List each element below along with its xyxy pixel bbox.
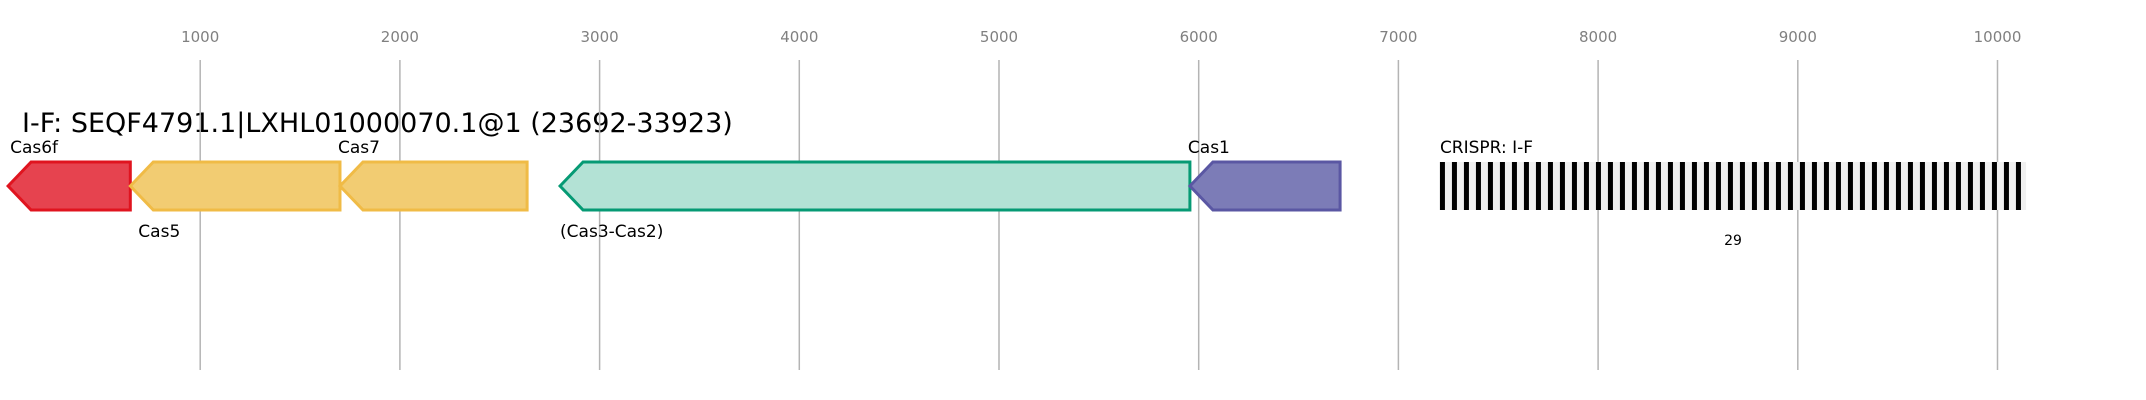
- axis-tick-label: 9000: [1779, 28, 1817, 46]
- spacer-count: 29: [1724, 233, 1742, 249]
- gene-label: Cas1: [1188, 138, 1230, 158]
- crispr-repeat: [1559, 162, 1565, 210]
- locus-title: I-F: SEQF4791.1|LXHL01000070.1@1 (23692-…: [22, 108, 733, 139]
- crispr-repeat: [1691, 162, 1697, 210]
- crispr-repeat: [1967, 162, 1973, 210]
- crispr-repeat: [2003, 162, 2009, 210]
- crispr-repeat: [1931, 162, 1937, 210]
- crispr-repeat: [1991, 162, 1997, 210]
- crispr-repeat: [1487, 162, 1493, 210]
- crispr-repeat: [1895, 162, 1901, 210]
- crispr-repeat: [1439, 162, 1445, 210]
- crispr-repeat: [1787, 162, 1793, 210]
- crispr-repeat: [1679, 162, 1685, 210]
- crispr-repeat: [1499, 162, 1505, 210]
- crispr-repeat: [2015, 162, 2021, 210]
- axis-tick-label: 5000: [980, 28, 1018, 46]
- crispr-repeat: [1667, 162, 1673, 210]
- gene-label: (Cas3-Cas2): [560, 222, 663, 242]
- crispr-repeat: [1943, 162, 1949, 210]
- crispr-repeat: [1799, 162, 1805, 210]
- crispr-repeat: [1523, 162, 1529, 210]
- axis-tick-label: 8000: [1579, 28, 1617, 46]
- crispr-repeat: [1475, 162, 1481, 210]
- crispr-repeat: [1535, 162, 1541, 210]
- crispr-repeat: [1643, 162, 1649, 210]
- crispr-repeat: [1763, 162, 1769, 210]
- crispr-repeat: [1871, 162, 1877, 210]
- crispr-repeat: [1583, 162, 1589, 210]
- crispr-repeat: [1463, 162, 1469, 210]
- crispr-repeat: [1775, 162, 1781, 210]
- axis-tick-label: 3000: [581, 28, 619, 46]
- gene-arrow[interactable]: [337, 160, 529, 212]
- crispr-repeat: [1859, 162, 1865, 210]
- crispr-repeat: [1595, 162, 1601, 210]
- crispr-repeat: [1823, 162, 1829, 210]
- gene-label: Cas6f: [10, 138, 59, 158]
- crispr-repeat: [1727, 162, 1733, 210]
- axis-tick-label: 10000: [1974, 28, 2022, 46]
- crispr-repeat: [1739, 162, 1745, 210]
- crispr-repeat: [1751, 162, 1757, 210]
- crispr-repeat: [1451, 162, 1457, 210]
- gene-arrow[interactable]: [557, 160, 1192, 212]
- crispr-repeat: [1619, 162, 1625, 210]
- crispr-repeat: [1703, 162, 1709, 210]
- crispr-repeat: [1655, 162, 1661, 210]
- gene-label: Cas5: [138, 222, 180, 242]
- crispr-repeat: [1631, 162, 1637, 210]
- gene-arrow[interactable]: [1187, 160, 1342, 212]
- axis-tick-label: 6000: [1180, 28, 1218, 46]
- crispr-repeat: [1511, 162, 1517, 210]
- crispr-repeat: [1919, 162, 1925, 210]
- crispr-repeat: [1883, 162, 1889, 210]
- gene-arrow[interactable]: [128, 160, 342, 212]
- axis-tick-label: 7000: [1379, 28, 1417, 46]
- crispr-repeat: [1847, 162, 1853, 210]
- crispr-repeat: [1607, 162, 1613, 210]
- crispr-repeat: [1979, 162, 1985, 210]
- axis-tick-label: 1000: [181, 28, 219, 46]
- axis-tick-label: 4000: [780, 28, 818, 46]
- axis-tick-label: 2000: [381, 28, 419, 46]
- crispr-repeat: [1811, 162, 1817, 210]
- crispr-repeat: [1907, 162, 1913, 210]
- crispr-repeat: [1547, 162, 1553, 210]
- crispr-repeat: [1835, 162, 1841, 210]
- crispr-repeat: [1571, 162, 1577, 210]
- crispr-repeat: [1955, 162, 1961, 210]
- gene-label: Cas7: [338, 138, 380, 158]
- gene-arrow[interactable]: [6, 160, 132, 212]
- crispr-label: CRISPR: I-F: [1440, 138, 1533, 158]
- crispr-repeat: [1715, 162, 1721, 210]
